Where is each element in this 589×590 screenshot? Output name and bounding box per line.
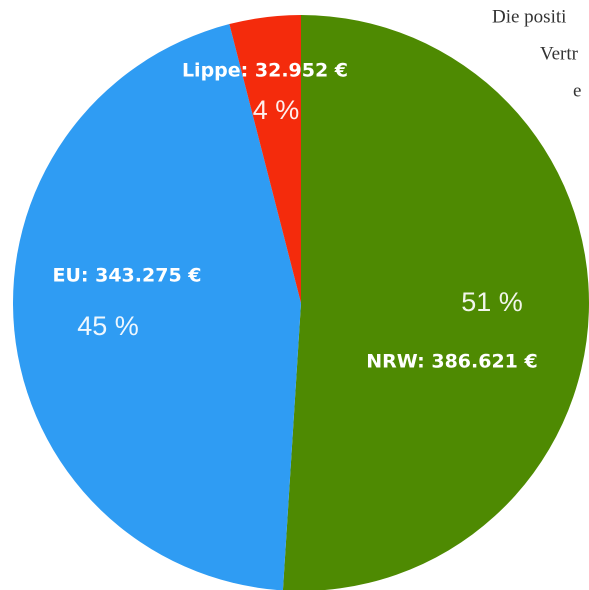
annotation: Vertr <box>540 43 579 64</box>
pie-slice <box>282 15 589 590</box>
value-label: 45 % <box>77 311 139 341</box>
value-label: 51 % <box>461 287 523 317</box>
pie-slice <box>229 15 301 303</box>
value-label: 4 % <box>253 95 300 125</box>
slice-label: EU: 343.275 € <box>53 265 202 287</box>
slice-label: Lippe: 32.952 € <box>182 60 348 82</box>
slice-label: NRW: 386.621 € <box>366 351 538 373</box>
annotation: e <box>573 80 581 101</box>
pie-slice <box>13 24 301 590</box>
annotation: Die positi <box>492 6 566 27</box>
